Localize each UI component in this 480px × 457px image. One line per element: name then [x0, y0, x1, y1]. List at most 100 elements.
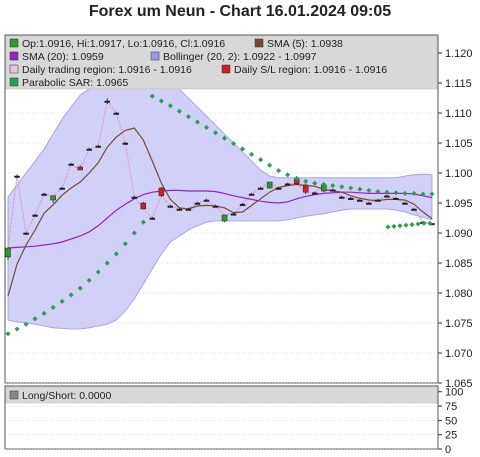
legend-label: SMA (20): 1.0959	[22, 51, 104, 63]
sar-dot	[149, 93, 155, 99]
sar-dot	[113, 251, 119, 257]
sar-dot	[167, 103, 173, 109]
candle-body	[104, 100, 110, 103]
candle-body	[41, 193, 47, 196]
candle-body	[375, 199, 381, 202]
sar-dot	[140, 219, 146, 225]
candle-body	[393, 197, 399, 200]
longshort-legend-box	[5, 386, 438, 404]
sar-dot	[249, 151, 255, 157]
price-tick-label: 1.075	[445, 318, 473, 330]
candle-body	[68, 163, 74, 166]
price-tick-label: 1.080	[445, 288, 473, 300]
longshort-label: Long/Short: 0.0000	[22, 390, 111, 402]
candle-body	[221, 214, 228, 222]
legend-swatch	[9, 77, 19, 87]
sar-dot	[411, 190, 417, 196]
sar-dot	[415, 221, 421, 227]
sar-dot	[420, 191, 426, 197]
longshort-tick-label: 25	[445, 430, 457, 442]
legend-swatch	[9, 51, 19, 61]
sar-dot	[221, 135, 228, 141]
candle-body	[149, 217, 156, 220]
sar-dot	[240, 146, 246, 152]
longshort-swatch	[9, 390, 19, 400]
candle-body	[185, 208, 192, 211]
sar-dot	[267, 162, 273, 168]
sar-dot	[203, 124, 210, 130]
candle-body	[348, 197, 354, 200]
candle-body	[122, 142, 129, 145]
candle-body	[113, 112, 120, 115]
candle-body	[311, 192, 318, 195]
sar-dot	[397, 223, 403, 229]
sar-dot	[375, 189, 381, 195]
legend-swatch	[9, 64, 19, 74]
candle-body	[339, 196, 345, 199]
legend-label: Bollinger (20, 2): 1.0922 - 1.0997	[163, 51, 317, 63]
sar-dot	[258, 157, 264, 163]
sar-dot	[393, 190, 399, 196]
legend-swatch	[221, 64, 231, 74]
sar-dot	[330, 183, 336, 189]
candle-body	[330, 189, 336, 192]
candle-body	[411, 208, 417, 211]
candle-body	[239, 203, 246, 206]
sar-dot	[185, 114, 191, 120]
candle-body	[266, 181, 273, 189]
price-tick-label: 1.090	[445, 228, 473, 240]
candle-body	[302, 184, 309, 193]
sma5-line	[7, 127, 433, 297]
candles	[5, 98, 435, 260]
sma20-line	[7, 189, 433, 249]
chart-title: Forex um Neun - Chart 16.01.2024 09:05	[88, 3, 392, 20]
price-tick-label: 1.070	[445, 348, 473, 360]
price-tick-label: 1.085	[445, 258, 473, 270]
sar-dot	[348, 185, 354, 191]
candle-body	[357, 199, 363, 202]
legend-swatch	[9, 38, 19, 48]
legend-label: Daily S/L region: 1.0916 - 1.0916	[234, 64, 387, 76]
candle-body	[50, 195, 56, 201]
sar-dot	[384, 189, 390, 195]
longshort-tick-label: 75	[445, 401, 457, 413]
legend-swatch	[254, 38, 264, 48]
longshort-tick-label: 50	[445, 415, 457, 427]
sar-dot	[230, 141, 237, 147]
candle-body	[194, 202, 201, 205]
candle-body	[212, 205, 219, 208]
price-tick-label: 1.115	[445, 78, 472, 90]
price-tick-label: 1.100	[445, 168, 473, 180]
candle-body	[14, 175, 20, 178]
candle-body	[140, 202, 147, 210]
price-tick-label: 1.120	[445, 48, 473, 60]
legend-swatch	[150, 51, 160, 61]
longshort-tick-label: 100	[445, 387, 463, 399]
price-tick-label: 1.105	[445, 138, 473, 150]
price-tick-label: 1.110	[445, 108, 472, 120]
longshort-gridlines	[5, 391, 438, 450]
candle-body	[5, 247, 11, 258]
sar-dot	[339, 184, 345, 190]
sar-dot	[403, 222, 409, 228]
legend-label: Parabolic SAR: 1.0965	[22, 77, 128, 89]
candle-body	[77, 166, 83, 171]
candle-body	[131, 196, 138, 199]
sar-dot	[409, 222, 415, 228]
sar-dot	[23, 321, 29, 327]
sar-dot	[194, 119, 200, 125]
candle-body	[59, 187, 65, 190]
candle-body	[167, 205, 174, 208]
candle-body	[95, 145, 101, 148]
price-tick-label: 1.095	[445, 198, 473, 210]
price-tick-label: 1.065	[445, 378, 473, 390]
candle-body	[275, 187, 282, 190]
candle-body	[158, 187, 165, 197]
sar-dot	[312, 180, 318, 186]
candle-body	[86, 148, 92, 151]
legend-label: Daily trading region: 1.0916 - 1.0916	[22, 64, 192, 76]
candle-body	[257, 187, 264, 190]
candle-body	[402, 202, 408, 205]
sar-dot	[285, 172, 291, 178]
